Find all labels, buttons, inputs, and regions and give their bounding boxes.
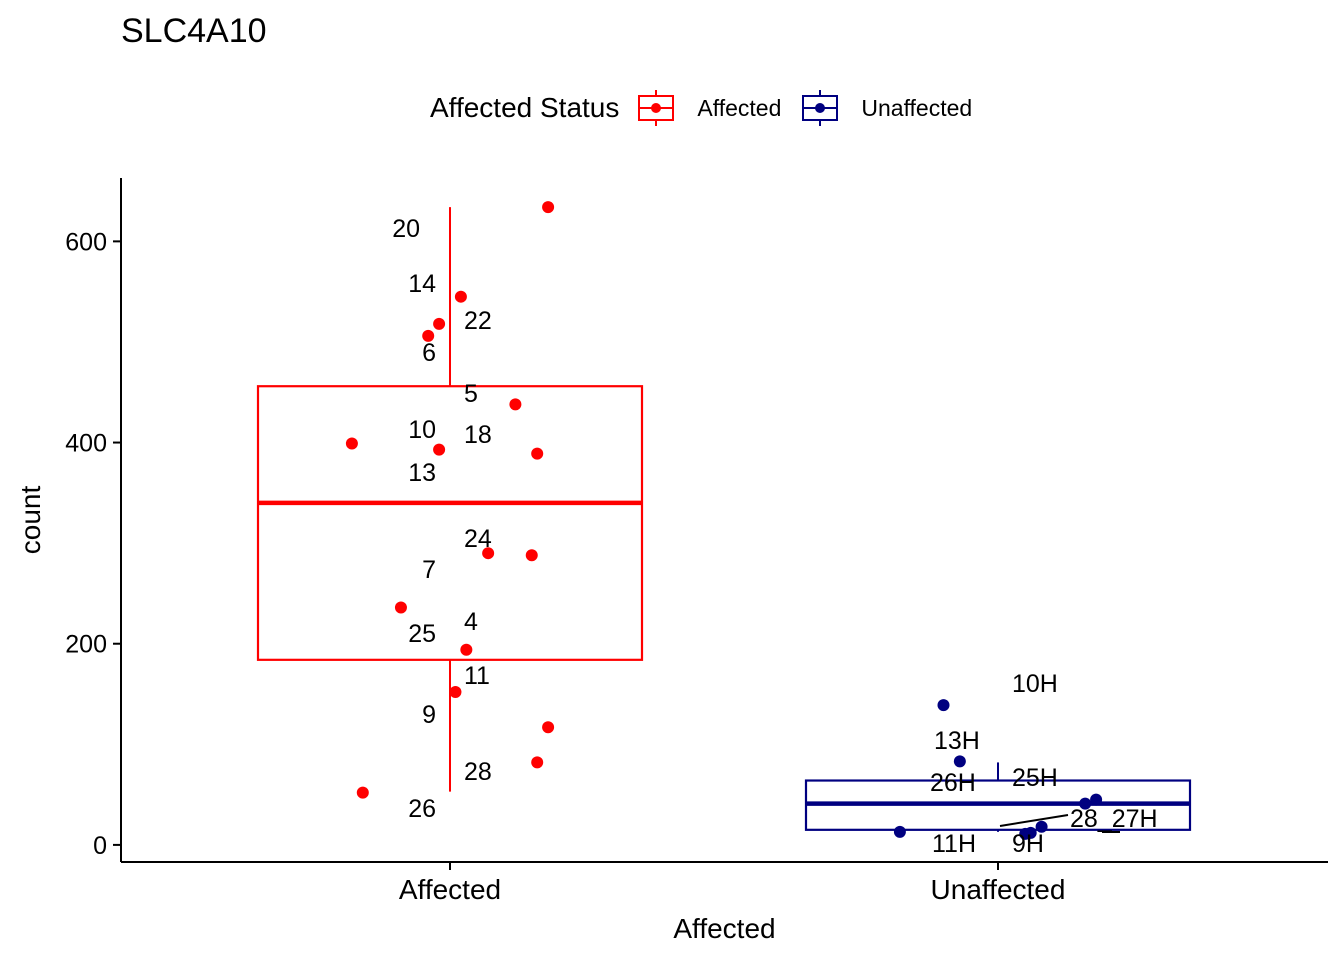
data-point	[525, 549, 538, 562]
y-tick-label: 0	[93, 832, 107, 860]
data-point	[394, 601, 407, 614]
point-label: 4	[464, 608, 478, 636]
data-point	[1019, 827, 1032, 840]
data-point	[509, 398, 522, 411]
data-point	[937, 699, 950, 712]
x-tick-label: Unaffected	[931, 874, 1066, 905]
data-point	[1035, 820, 1048, 833]
legend-key-unaffected-icon	[802, 90, 839, 126]
point-label: 22	[464, 307, 492, 335]
point-label: 10	[408, 416, 436, 444]
data-point	[542, 721, 555, 734]
data-point	[953, 755, 966, 768]
point-label: 7	[422, 556, 436, 584]
point-label: 6	[422, 339, 436, 367]
point-label: 11H	[932, 830, 976, 858]
data-point	[433, 443, 446, 456]
point-label: 10H	[1012, 670, 1058, 698]
data-point	[542, 201, 555, 214]
y-tick-label: 200	[65, 631, 107, 659]
data-point	[460, 643, 473, 656]
point-label: 24	[464, 525, 492, 553]
data-point	[422, 329, 435, 342]
point-label: 14	[408, 270, 436, 298]
point-label: 28	[464, 758, 492, 786]
point-label: 26	[408, 795, 436, 823]
data-point	[1079, 797, 1092, 810]
data-point	[482, 547, 495, 560]
point-label: 9	[422, 701, 436, 729]
chart-title: SLC4A10	[121, 12, 267, 50]
legend-label-affected: Affected	[697, 94, 782, 121]
point-label: 20	[392, 215, 420, 243]
point-label: 11	[464, 662, 490, 690]
legend-item-unaffected: Unaffected	[801, 89, 972, 127]
data-point	[531, 756, 544, 769]
y-tick-label: 400	[65, 430, 107, 458]
legend: Affected Status Affected Unaffected	[430, 88, 992, 128]
data-point	[454, 290, 467, 303]
data-point	[449, 686, 462, 699]
point-label: 13H	[934, 727, 980, 755]
point-label: 25H	[1012, 764, 1058, 792]
y-axis-title: count	[15, 486, 46, 555]
data-point	[531, 447, 544, 460]
point-label: 18	[464, 421, 492, 449]
data-point	[345, 437, 358, 450]
point-label: 25	[408, 620, 436, 648]
legend-label-unaffected: Unaffected	[861, 94, 973, 121]
data-point	[356, 786, 369, 799]
point-label: 9H	[1012, 830, 1044, 858]
data-point	[1090, 793, 1103, 806]
point-label: 26H	[930, 769, 976, 797]
data-point	[893, 825, 906, 838]
box-affected	[256, 385, 644, 661]
x-axis-title: Affected	[673, 913, 775, 944]
point-label: 28_27H	[1070, 805, 1158, 833]
legend-item-affected: Affected	[637, 89, 781, 127]
legend-key-affected-icon	[638, 90, 675, 126]
label-connector	[999, 814, 1069, 827]
point-label: 13	[408, 459, 436, 487]
legend-title: Affected Status	[430, 92, 620, 123]
point-label: 5	[464, 380, 478, 408]
x-tick-label: Affected	[399, 874, 501, 905]
y-tick-label: 600	[65, 228, 107, 256]
data-point	[433, 317, 446, 330]
